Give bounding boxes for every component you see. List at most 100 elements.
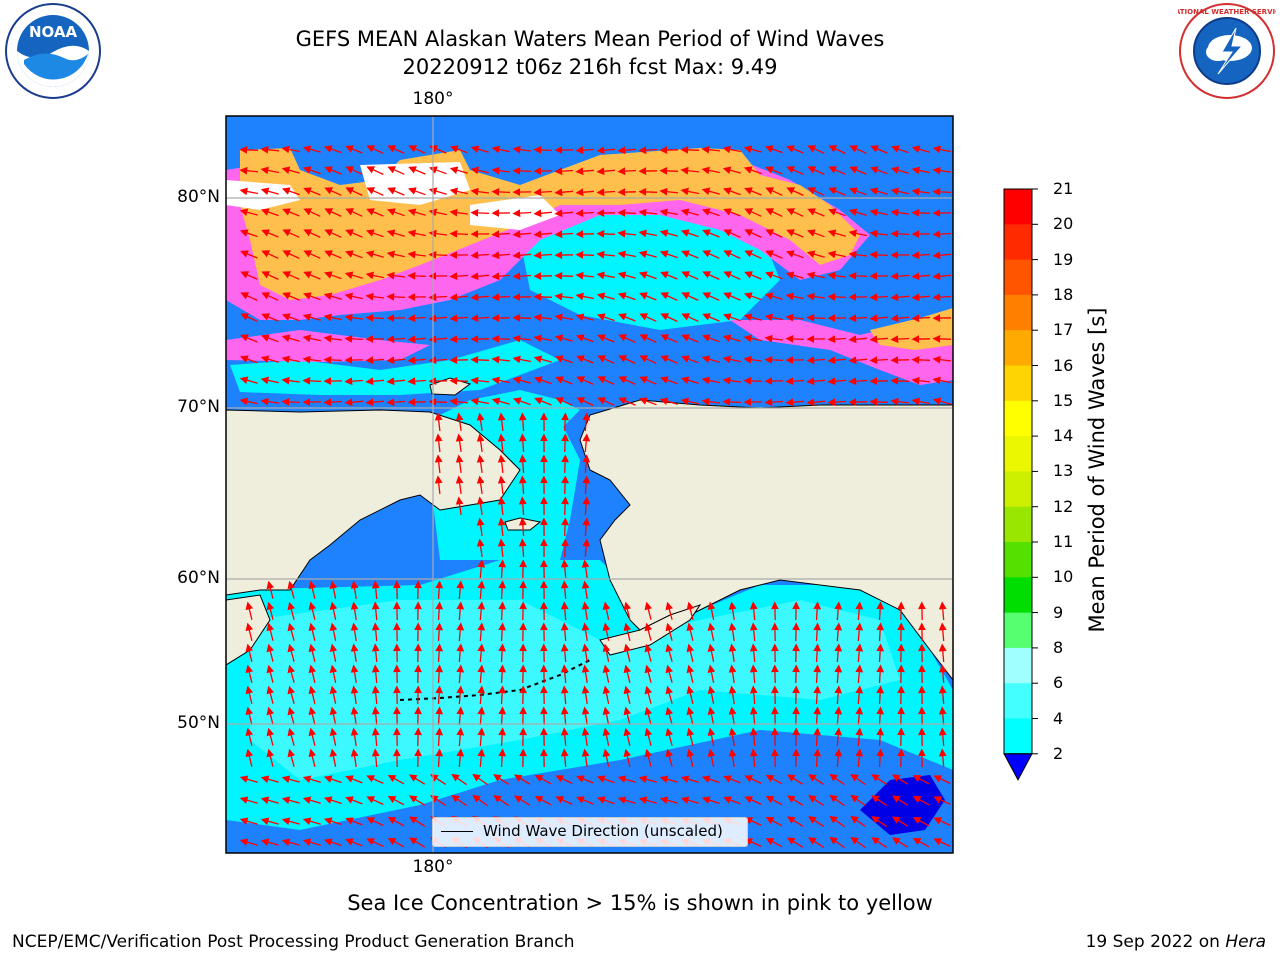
wind-wave-arrow — [533, 313, 553, 322]
footer-host: Hera — [1225, 932, 1266, 952]
wind-wave-arrow — [239, 838, 258, 846]
wind-wave-arrow — [828, 166, 846, 175]
wind-wave-arrow — [644, 601, 653, 620]
wind-wave-arrow — [876, 685, 885, 705]
wind-wave-arrow — [561, 412, 570, 432]
wind-wave-arrow — [623, 685, 632, 704]
wind-wave-arrow — [560, 643, 569, 663]
wind-wave-arrow — [870, 166, 888, 175]
wind-wave-arrow — [602, 685, 611, 704]
wind-wave-arrow — [575, 188, 595, 197]
wind-wave-arrow — [744, 271, 762, 280]
wind-wave-arrow — [701, 166, 721, 175]
wind-wave-arrow — [581, 580, 590, 599]
wind-wave-arrow — [470, 166, 489, 175]
wind-wave-arrow — [344, 271, 363, 279]
wind-wave-arrow — [623, 601, 632, 620]
deep-blue-patch — [860, 775, 945, 835]
wind-wave-arrow — [534, 795, 552, 806]
wind-wave-arrow — [324, 229, 342, 238]
wind-wave-arrow — [387, 187, 405, 196]
wind-wave-arrow — [408, 774, 426, 785]
wind-wave-arrow — [533, 376, 552, 385]
wind-wave-arrow — [849, 145, 867, 154]
wind-wave-arrow — [239, 796, 258, 804]
wind-wave-arrow — [764, 292, 783, 300]
wind-wave-arrow — [435, 601, 444, 621]
wind-wave-arrow — [554, 292, 574, 301]
wind-wave-arrow — [512, 313, 532, 322]
wind-wave-arrow — [581, 748, 590, 767]
wind-wave-arrow — [743, 334, 762, 343]
wind-wave-arrow — [876, 601, 885, 621]
wind-wave-arrow — [722, 397, 742, 406]
wind-wave-arrow — [287, 622, 296, 641]
wind-wave-arrow — [560, 580, 569, 600]
wind-wave-arrow — [281, 838, 300, 847]
wind-wave-arrow — [744, 208, 762, 217]
wind-wave-arrow — [596, 796, 615, 805]
wind-wave-arrow — [576, 355, 594, 364]
wind-wave-arrow — [260, 796, 279, 805]
wind-wave-arrow — [764, 398, 784, 407]
wind-wave-arrow — [266, 622, 275, 641]
wind-wave-arrow — [680, 208, 699, 217]
wind-wave-arrow — [302, 355, 321, 364]
wind-wave-arrow — [912, 774, 930, 785]
wind-wave-arrow — [239, 187, 259, 196]
lat-label-60: 60°N — [177, 568, 220, 588]
wind-wave-arrow — [686, 643, 695, 662]
wind-wave-arrow — [323, 355, 343, 364]
wind-wave-arrow — [449, 208, 468, 217]
wind-wave-arrow — [428, 229, 447, 238]
wind-wave-arrow — [407, 208, 426, 216]
wind-wave-arrow — [533, 209, 553, 218]
wind-wave-arrow — [560, 664, 569, 684]
wind-wave-arrow — [891, 837, 909, 848]
wind-wave-arrow — [596, 146, 616, 155]
wind-wave-arrow — [456, 727, 465, 747]
wind-wave-arrow — [850, 773, 866, 786]
wind-wave-arrow — [596, 313, 615, 322]
wind-wave-arrow — [554, 313, 574, 322]
wind-wave-arrow — [660, 313, 678, 322]
wind-wave-arrow — [723, 775, 741, 784]
wind-wave-arrow — [366, 817, 384, 826]
wind-wave-arrow — [518, 412, 527, 432]
wind-wave-arrow — [749, 622, 758, 642]
wind-wave-arrow — [344, 398, 364, 407]
wind-wave-arrow — [639, 355, 657, 364]
wind-wave-arrow — [386, 398, 406, 407]
wind-wave-arrow — [512, 272, 532, 281]
wind-wave-arrow — [855, 727, 864, 747]
wind-wave-arrow — [513, 795, 531, 806]
wind-wave-arrow — [344, 292, 363, 301]
wind-wave-arrow — [890, 376, 910, 385]
wind-wave-arrow — [455, 433, 464, 452]
wind-wave-arrow — [785, 398, 805, 407]
wind-wave-arrow — [869, 208, 888, 217]
wind-wave-arrow — [933, 838, 951, 847]
wind-wave-arrow — [785, 334, 805, 343]
wind-wave-arrow — [659, 166, 679, 175]
wind-wave-arrow — [596, 188, 616, 197]
wind-wave-arrow — [617, 208, 637, 217]
wind-wave-arrow — [617, 292, 636, 301]
wind-wave-arrow — [639, 292, 657, 301]
wind-wave-arrow — [659, 775, 678, 784]
wind-wave-arrow — [834, 664, 843, 684]
wind-wave-arrow — [323, 796, 342, 805]
wind-wave-arrow — [470, 355, 490, 364]
wind-wave-arrow — [561, 538, 570, 558]
colorbar-title: Mean Period of Wind Waves [s] — [1085, 307, 1109, 633]
wind-wave-arrow — [890, 293, 910, 302]
wind-wave-arrow — [870, 145, 888, 154]
wind-wave-arrow — [344, 334, 364, 343]
wind-wave-arrow — [665, 601, 674, 620]
wind-wave-arrow — [722, 355, 741, 364]
wind-wave-arrow — [302, 796, 321, 804]
wind-wave-arrow — [366, 208, 384, 217]
wind-wave-arrow — [932, 272, 952, 281]
wind-wave-arrow — [707, 685, 716, 704]
wind-wave-arrow — [554, 355, 573, 364]
